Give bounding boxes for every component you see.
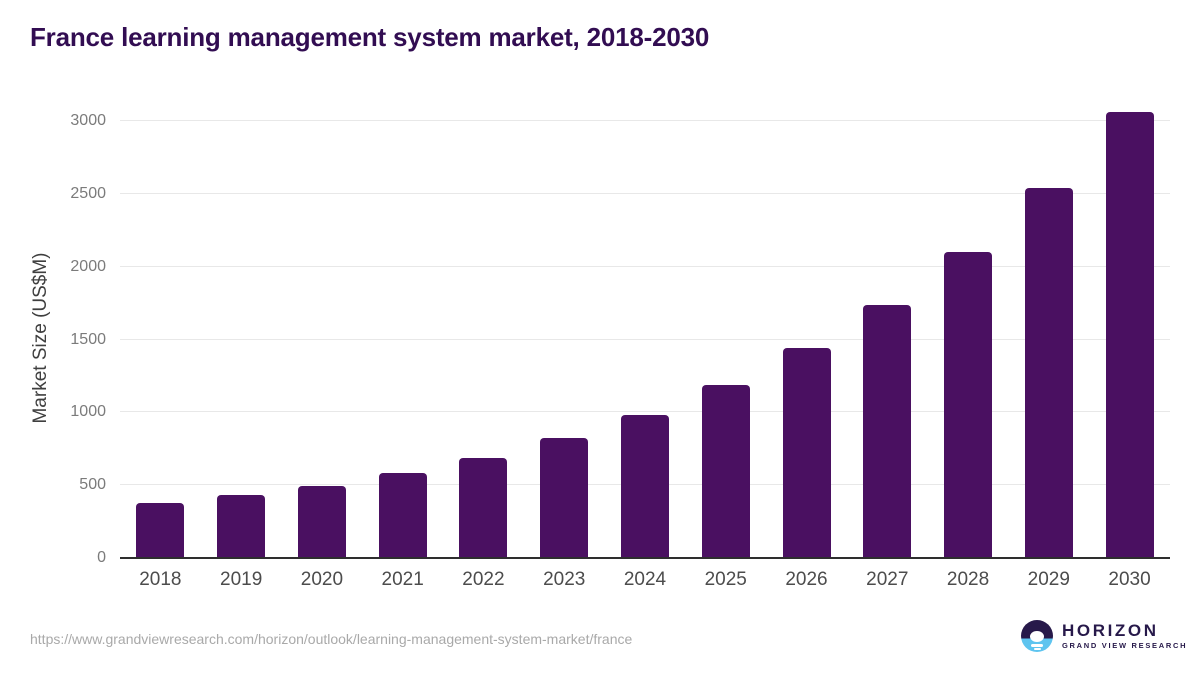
bar-2023 — [540, 438, 589, 558]
bar-slot-2018 — [120, 100, 201, 558]
bar-2018 — [136, 503, 185, 558]
bar-2020 — [297, 486, 346, 558]
bar-series — [120, 100, 1170, 558]
x-tick-label-2024: 2024 — [623, 569, 667, 590]
gridline-2000 — [120, 265, 1170, 267]
x-tick-label-2026: 2026 — [785, 569, 828, 590]
x-tick-label-2018: 2018 — [139, 569, 182, 590]
bar-2022 — [459, 457, 508, 558]
bar-slot-2026 — [766, 100, 847, 558]
bar-2024 — [620, 414, 669, 558]
horizon-line-icon — [1033, 648, 1041, 650]
x-tick-label-2022: 2022 — [462, 569, 505, 590]
bar-2027 — [863, 304, 912, 558]
x-tick-label-2019: 2019 — [220, 569, 263, 590]
bar-slot-2020 — [282, 100, 363, 558]
x-tick-label-2030: 2030 — [1108, 569, 1151, 590]
y-tick-label-1000: 1000 — [70, 403, 106, 421]
y-tick-label-0: 0 — [97, 549, 106, 566]
x-tick-label-2021: 2021 — [381, 569, 424, 590]
logo-subbrand-name: GRAND VIEW RESEARCH — [1062, 641, 1188, 650]
x-tick-label-2028: 2028 — [946, 569, 990, 590]
bar-slot-2019 — [201, 100, 282, 558]
y-tick-label-500: 500 — [79, 476, 106, 494]
chart-title: France learning management system market… — [30, 22, 710, 52]
bar-2026 — [782, 348, 831, 558]
gridline-3000 — [120, 120, 1170, 122]
horizon-logo-icon — [1021, 620, 1053, 652]
x-tick-label-2020: 2020 — [300, 569, 344, 590]
logo-text: HORIZON GRAND VIEW RESEARCH — [1062, 621, 1188, 651]
bar-slot-2029 — [1008, 100, 1089, 558]
bar-slot-2027 — [847, 100, 928, 558]
bar-2029 — [1024, 187, 1073, 558]
gridline-2500 — [120, 193, 1170, 195]
horizon-line-icon — [1031, 644, 1043, 647]
x-tick-label-2027: 2027 — [866, 569, 909, 590]
source-url: https://www.grandviewresearch.com/horizo… — [30, 631, 633, 647]
bar-2019 — [217, 495, 266, 558]
x-tick-label-2029: 2029 — [1027, 569, 1070, 590]
bar-slot-2023 — [524, 100, 605, 558]
plot-area — [120, 100, 1170, 559]
gridline-1000 — [120, 411, 1170, 413]
bar-2028 — [944, 251, 993, 558]
gridline-1500 — [120, 338, 1170, 340]
sun-icon — [1030, 631, 1044, 642]
y-axis-tick-labels: 0 500 1000 1500 2000 2500 3000 — [0, 100, 106, 566]
bar-slot-2022 — [443, 100, 524, 558]
logo-brand-name: HORIZON — [1062, 621, 1159, 640]
bar-slot-2021 — [362, 100, 443, 558]
x-axis-tick-labels: 2018 2019 2020 2021 2022 2023 2024 2025 2026 2027… — [120, 569, 1170, 591]
bar-slot-2028 — [928, 100, 1009, 558]
bar-2025 — [701, 384, 750, 558]
y-tick-label-2500: 2500 — [70, 185, 106, 203]
bar-2021 — [378, 472, 427, 558]
y-tick-label-3000: 3000 — [70, 112, 106, 130]
y-tick-label-2000: 2000 — [70, 257, 106, 275]
brand-logo: HORIZON GRAND VIEW RESEARCH — [1021, 620, 1187, 652]
bar-slot-2030 — [1089, 100, 1170, 558]
bar-slot-2024 — [605, 100, 686, 558]
bar-2030 — [1105, 111, 1154, 558]
y-tick-label-1500: 1500 — [70, 330, 106, 348]
x-tick-label-2023: 2023 — [543, 569, 586, 590]
bar-slot-2025 — [685, 100, 766, 558]
x-tick-label-2025: 2025 — [704, 569, 747, 590]
x-axis-line — [120, 557, 1170, 559]
